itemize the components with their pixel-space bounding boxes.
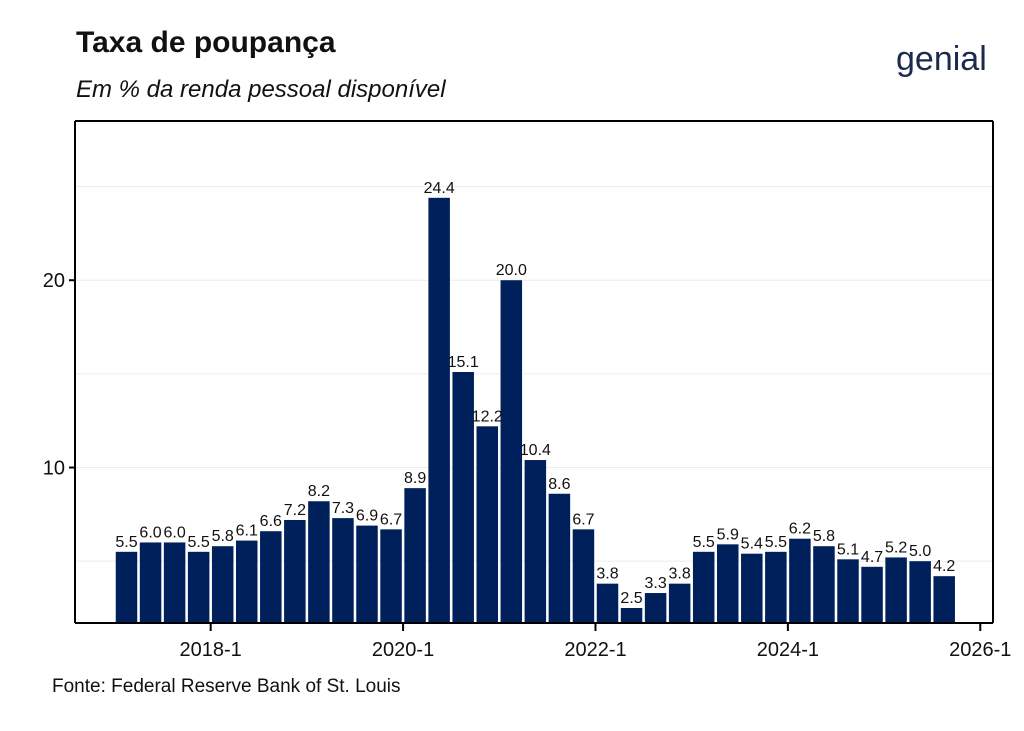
x-tick-label: 2018-1 bbox=[180, 639, 242, 661]
x-tick-label: 2020-1 bbox=[372, 639, 434, 661]
data-label: 4.2 bbox=[933, 558, 955, 575]
data-label: 5.4 bbox=[741, 536, 763, 553]
data-label: 5.5 bbox=[693, 534, 715, 551]
data-label: 24.4 bbox=[424, 180, 455, 197]
bar bbox=[765, 551, 787, 623]
data-label: 10.4 bbox=[520, 442, 551, 459]
bar bbox=[139, 542, 162, 623]
bar bbox=[500, 280, 523, 623]
bar bbox=[380, 529, 402, 623]
chart-subtitle: Em % da renda pessoal disponível bbox=[76, 76, 446, 103]
bar bbox=[236, 540, 258, 623]
data-label: 5.5 bbox=[115, 534, 137, 551]
y-tick-label: 20 bbox=[43, 270, 65, 292]
data-label: 6.1 bbox=[236, 523, 258, 540]
bar bbox=[404, 488, 426, 623]
data-label: 2.5 bbox=[620, 590, 642, 607]
bar bbox=[692, 551, 715, 623]
bar bbox=[356, 525, 378, 623]
bar bbox=[644, 593, 667, 623]
x-tick-label: 2022-1 bbox=[564, 639, 626, 661]
bar bbox=[813, 546, 835, 623]
data-label: 6.6 bbox=[260, 513, 282, 530]
data-label: 6.0 bbox=[163, 524, 185, 541]
data-label: 6.7 bbox=[572, 511, 594, 528]
bar bbox=[187, 551, 210, 623]
data-label: 5.8 bbox=[813, 528, 835, 545]
data-label: 15.1 bbox=[448, 354, 479, 371]
data-label: 7.2 bbox=[284, 502, 306, 519]
data-label: 5.2 bbox=[885, 539, 907, 556]
bar bbox=[260, 531, 282, 623]
y-tick-label: 10 bbox=[43, 458, 65, 480]
bar bbox=[596, 583, 619, 623]
bar bbox=[620, 608, 643, 623]
bar bbox=[476, 426, 498, 623]
bar bbox=[524, 460, 547, 623]
bar bbox=[308, 501, 330, 623]
bar bbox=[741, 553, 763, 623]
data-label: 3.8 bbox=[669, 566, 691, 583]
bar bbox=[284, 519, 306, 623]
x-tick-label: 2026-1 bbox=[949, 639, 1011, 661]
bar bbox=[668, 583, 691, 623]
bar bbox=[332, 518, 354, 623]
bar bbox=[837, 559, 859, 623]
bar bbox=[163, 542, 186, 623]
data-label: 8.6 bbox=[548, 476, 570, 493]
data-label: 6.0 bbox=[139, 524, 161, 541]
data-label: 6.7 bbox=[380, 511, 402, 528]
data-label: 4.7 bbox=[861, 549, 883, 566]
data-label: 3.3 bbox=[644, 575, 666, 592]
bar bbox=[789, 538, 811, 623]
data-label: 20.0 bbox=[496, 262, 527, 279]
data-label: 12.2 bbox=[472, 408, 503, 425]
bar bbox=[211, 546, 234, 623]
bar bbox=[717, 544, 739, 623]
data-label: 8.2 bbox=[308, 483, 330, 500]
data-label: 5.8 bbox=[212, 528, 234, 545]
bar bbox=[909, 561, 931, 623]
bar bbox=[572, 529, 595, 623]
data-label: 5.9 bbox=[717, 526, 739, 543]
source-note: Fonte: Federal Reserve Bank of St. Louis bbox=[52, 676, 401, 697]
x-tick-label: 2024-1 bbox=[757, 639, 819, 661]
bar bbox=[115, 551, 138, 623]
bar bbox=[861, 566, 883, 623]
chart-title: Taxa de poupança bbox=[76, 26, 336, 59]
genial-logo: genial bbox=[896, 40, 987, 78]
data-label: 5.0 bbox=[909, 543, 931, 560]
data-label: 6.9 bbox=[356, 508, 378, 525]
data-label: 8.9 bbox=[404, 470, 426, 487]
bar bbox=[548, 493, 571, 623]
data-label: 5.5 bbox=[188, 534, 210, 551]
bar bbox=[885, 557, 907, 623]
data-label: 7.3 bbox=[332, 500, 354, 517]
data-label: 3.8 bbox=[596, 566, 618, 583]
data-label: 5.1 bbox=[837, 541, 859, 558]
bar bbox=[933, 576, 955, 623]
bar bbox=[428, 197, 450, 623]
data-label: 6.2 bbox=[789, 521, 811, 538]
bar bbox=[452, 372, 474, 623]
data-label: 5.5 bbox=[765, 534, 787, 551]
